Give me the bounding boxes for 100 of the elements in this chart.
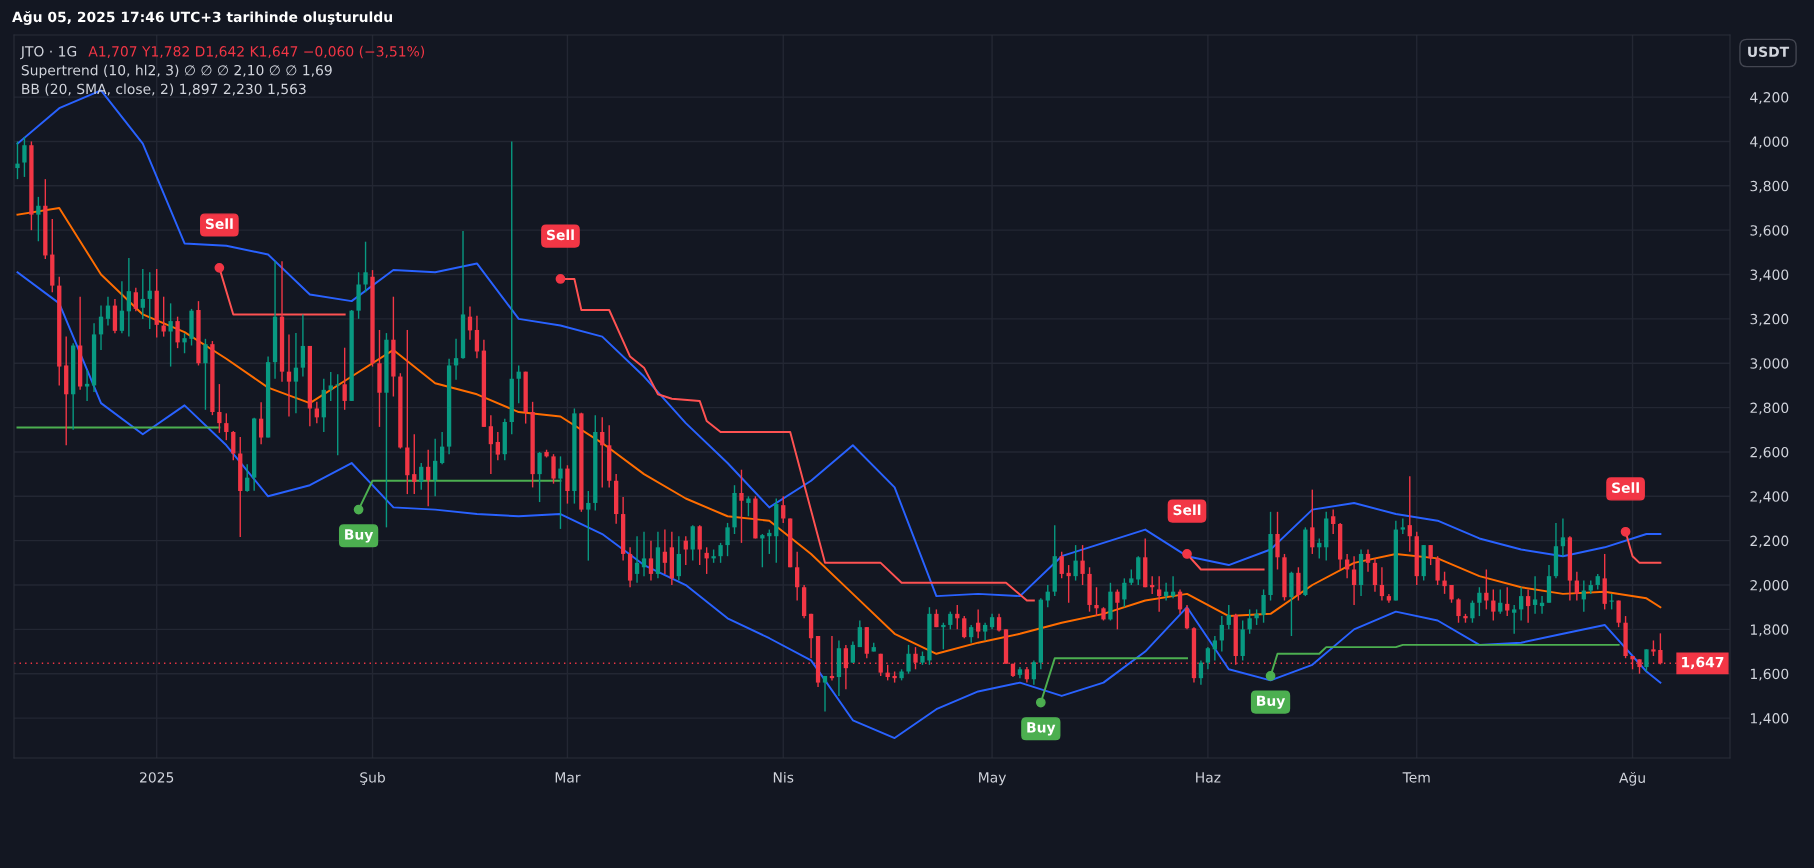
candlestick bbox=[36, 196, 41, 242]
candlestick bbox=[600, 416, 605, 489]
y-tick-label: 3,600 bbox=[1750, 225, 1789, 238]
candlestick bbox=[962, 615, 967, 639]
x-tick-label: Haz bbox=[1196, 772, 1221, 783]
annotation: Buy bbox=[1027, 722, 1056, 736]
candlestick bbox=[697, 524, 702, 566]
candlestick bbox=[558, 455, 563, 530]
candlestick bbox=[662, 528, 668, 575]
candlestick bbox=[314, 401, 319, 425]
candlestick bbox=[119, 280, 125, 334]
candlestick bbox=[941, 622, 946, 651]
point bbox=[1620, 526, 1631, 537]
candlestick bbox=[1498, 588, 1503, 615]
candlestick bbox=[1045, 584, 1050, 608]
candlestick bbox=[1351, 555, 1357, 606]
candlestick bbox=[217, 383, 222, 434]
annotation: Supertrend (10, hl2, 3) ∅ ∅ ∅ 2,10 ∅ ∅ 1,69 bbox=[21, 64, 332, 79]
text: JTO · 1G bbox=[20, 46, 77, 60]
candlestick bbox=[286, 333, 292, 418]
candlestick bbox=[140, 268, 145, 320]
candlestick bbox=[231, 430, 236, 461]
y-tick-label: 1,600 bbox=[1750, 668, 1789, 681]
candlestick bbox=[781, 495, 786, 524]
candlestick bbox=[1094, 586, 1099, 617]
candlestick bbox=[718, 542, 723, 564]
x-tick-label: Mar bbox=[555, 772, 581, 783]
point bbox=[353, 504, 364, 515]
candlestick bbox=[1073, 544, 1078, 582]
candlestick bbox=[760, 533, 765, 568]
candlestick bbox=[1296, 566, 1301, 602]
candlestick bbox=[746, 495, 751, 517]
candlestick bbox=[1226, 604, 1231, 631]
candlestick bbox=[857, 619, 862, 648]
annotation: Sell bbox=[1173, 504, 1201, 516]
y-tick-label: 2,200 bbox=[1750, 535, 1789, 548]
x-tick-label: Ağu bbox=[1619, 771, 1645, 786]
candlestick bbox=[1261, 588, 1266, 624]
candlestick bbox=[795, 551, 800, 602]
candlestick bbox=[133, 287, 138, 313]
ref-line-label: 1,647 bbox=[1682, 656, 1724, 670]
candlestick bbox=[1491, 588, 1496, 622]
candlestick bbox=[1136, 555, 1141, 586]
candlestick bbox=[976, 608, 981, 639]
candlestick bbox=[1365, 548, 1371, 573]
candlestick bbox=[474, 315, 480, 359]
y-tick-label: 2,800 bbox=[1750, 402, 1789, 415]
text: Ağu 05, 2025 17:46 UTC+3 tarihinde oluşturuldu bbox=[12, 11, 392, 25]
candlestick bbox=[175, 315, 180, 349]
candlestick bbox=[1525, 588, 1531, 624]
candlestick bbox=[1212, 635, 1218, 662]
y-tick-label: 1,400 bbox=[1750, 713, 1789, 725]
candlestick bbox=[1205, 646, 1211, 670]
candlestick bbox=[1122, 577, 1127, 608]
candlestick bbox=[105, 296, 111, 327]
candlestick bbox=[1456, 597, 1461, 624]
candlestick bbox=[1477, 586, 1482, 617]
candlestick bbox=[683, 535, 688, 566]
candlestick bbox=[676, 535, 681, 582]
candlestick bbox=[245, 463, 250, 493]
candlestick bbox=[551, 453, 556, 485]
candlestick bbox=[516, 364, 521, 404]
y-tick-label: 2,400 bbox=[1750, 491, 1789, 504]
candlestick bbox=[1560, 517, 1566, 557]
candlestick bbox=[147, 271, 152, 330]
x-tick-label: Nis bbox=[773, 771, 794, 783]
candlestick bbox=[822, 675, 828, 713]
candlestick bbox=[488, 414, 494, 475]
annotation: BB (20, SMA, close, 2) 1,897 2,230 1,563 bbox=[22, 83, 306, 96]
point bbox=[555, 274, 566, 284]
candlestick bbox=[1512, 604, 1517, 635]
candlestick bbox=[1428, 544, 1433, 566]
candlestick bbox=[906, 644, 911, 675]
y-tick-label: 3,800 bbox=[1750, 180, 1789, 193]
candlestick bbox=[224, 412, 229, 441]
candlestick bbox=[1372, 557, 1378, 593]
candlestick bbox=[1331, 508, 1336, 535]
candlestick bbox=[182, 332, 187, 354]
candlestick bbox=[1435, 555, 1440, 586]
candlestick bbox=[300, 313, 306, 378]
candlestick bbox=[1532, 575, 1538, 615]
candlestick bbox=[1644, 648, 1649, 673]
candlestick bbox=[1059, 551, 1064, 580]
candlestick bbox=[293, 332, 299, 415]
candlestick bbox=[15, 140, 20, 180]
candlestick bbox=[1442, 571, 1447, 595]
y-tick-label: 2,000 bbox=[1750, 579, 1789, 592]
candlestick bbox=[22, 136, 27, 178]
candlestick bbox=[495, 431, 500, 461]
candlestick bbox=[739, 468, 744, 544]
candlestick bbox=[363, 241, 368, 293]
x-tick-label: 2025 bbox=[140, 772, 174, 783]
point bbox=[1182, 549, 1192, 559]
point bbox=[214, 263, 225, 273]
candlestick bbox=[412, 433, 417, 495]
candlestick bbox=[1505, 586, 1510, 617]
candlestick bbox=[1379, 566, 1385, 602]
candlestick bbox=[1484, 568, 1489, 611]
candlestick bbox=[1247, 608, 1252, 635]
annotation: Sell bbox=[547, 229, 574, 241]
